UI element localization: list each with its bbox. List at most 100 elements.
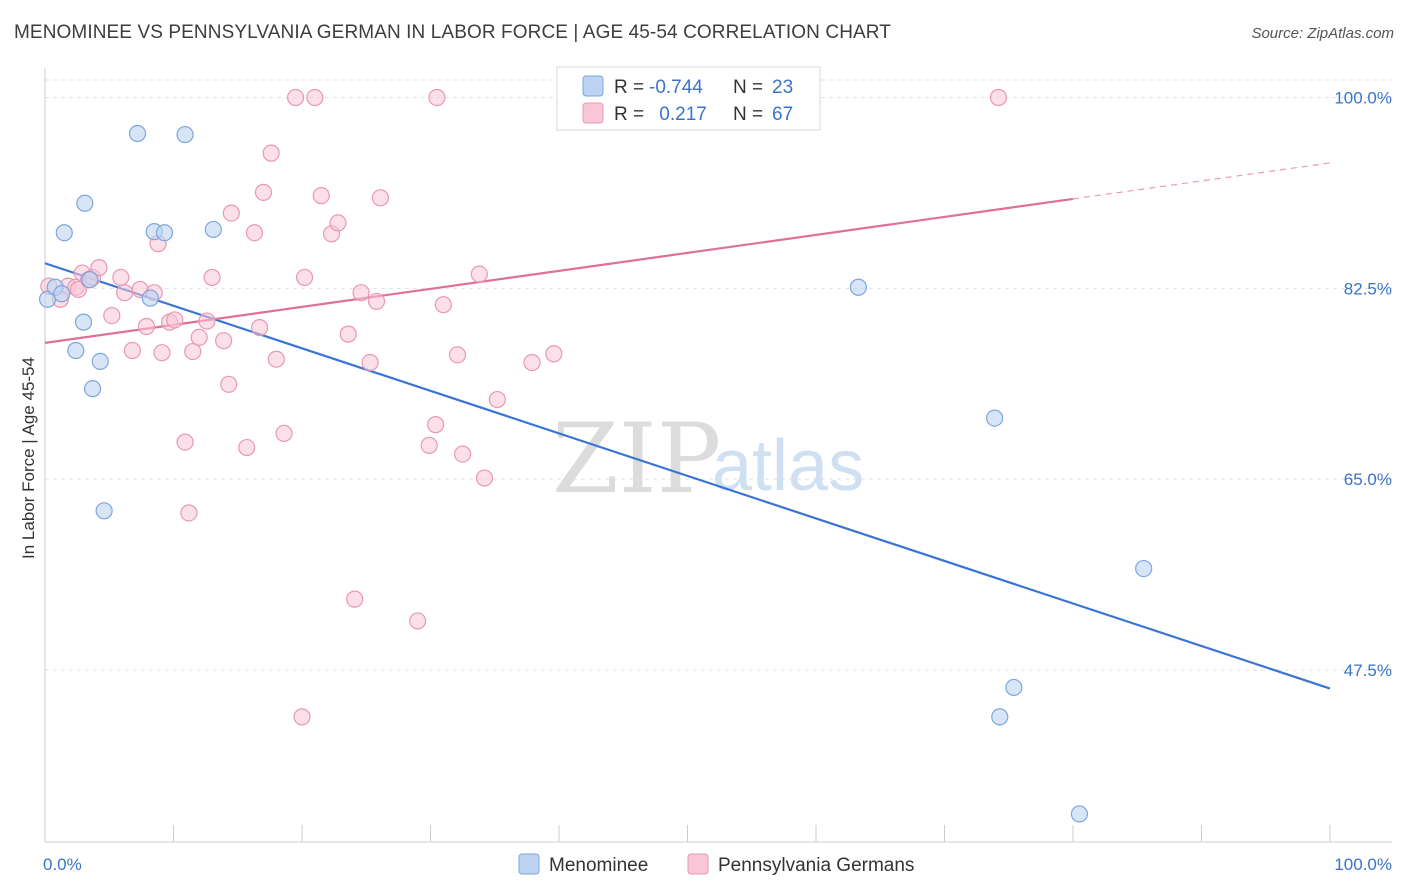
point-pennsylvania-germans-24 [198, 312, 216, 330]
point-pennsylvania-germans-49 [409, 612, 427, 630]
point-pennsylvania-germans-53 [434, 296, 452, 314]
point-pennsylvania-germans-46 [361, 353, 379, 372]
y-axis-title: In Labor Force | Age 45-54 [19, 357, 38, 559]
point-pennsylvania-germans-59 [523, 353, 541, 372]
legend-n-value-1: 23 [772, 77, 793, 98]
point-menominee-22 [1135, 559, 1153, 578]
point-pennsylvania-germans-29 [238, 438, 256, 457]
point-pennsylvania-germans-31 [250, 318, 269, 337]
legend-r-label-2: R = [614, 104, 644, 125]
y-tick-label-3: 100.0% [1334, 89, 1392, 108]
point-pennsylvania-germans-34 [267, 350, 285, 368]
legend-n-label-2: N = [733, 104, 763, 125]
legend-r-value-2: 0.217 [654, 104, 707, 125]
chart-source: Source: ZipAtlas.com [1251, 25, 1394, 42]
point-pennsylvania-germans-26 [215, 332, 233, 350]
watermark-atlas: atlas [712, 426, 864, 506]
point-pennsylvania-germans-43 [339, 325, 357, 343]
point-pennsylvania-germans-10 [112, 268, 130, 287]
point-menominee-4 [74, 313, 93, 331]
point-pennsylvania-germans-39 [306, 88, 324, 107]
point-pennsylvania-germans-33 [262, 144, 280, 162]
point-menominee-17 [849, 278, 868, 296]
point-menominee-9 [91, 352, 109, 370]
chart-title: MENOMINEE VS PENNSYLVANIA GERMAN IN LABO… [14, 22, 891, 43]
point-menominee-7 [81, 271, 99, 289]
point-pennsylvania-germans-54 [448, 346, 467, 364]
point-pennsylvania-germans-42 [329, 214, 347, 232]
point-pennsylvania-germans-50 [420, 436, 438, 454]
point-pennsylvania-germans-30 [245, 224, 264, 242]
point-menominee-2 [53, 285, 71, 303]
point-pennsylvania-germans-38 [295, 268, 314, 287]
point-pennsylvania-germans-47 [367, 292, 386, 311]
x-tick-label-1: 100.0% [1334, 855, 1392, 874]
point-pennsylvania-germans-55 [454, 445, 472, 463]
trend-line-pennsylvania-germans [44, 197, 1074, 344]
point-pennsylvania-germans-66 [989, 88, 1008, 107]
legend-r-label-1: R = [614, 77, 644, 98]
point-pennsylvania-germans-12 [123, 341, 141, 360]
watermark: ZIP atlas [552, 403, 864, 515]
point-pennsylvania-germans-57 [475, 469, 494, 487]
point-pennsylvania-germans-23 [190, 328, 208, 347]
point-pennsylvania-germans-22 [184, 342, 202, 361]
y-tick-label-2: 82.5% [1344, 279, 1392, 298]
y-tick-label-0: 47.5% [1344, 661, 1392, 680]
point-menominee-14 [155, 224, 174, 242]
bottom-legend-swatch-menominee [518, 853, 540, 875]
point-pennsylvania-germans-20 [176, 433, 194, 451]
point-menominee-12 [141, 289, 159, 307]
point-menominee-18 [986, 409, 1004, 427]
point-pennsylvania-germans-35 [275, 424, 293, 442]
y-tick-label-1: 65.0% [1344, 470, 1392, 489]
point-pennsylvania-germans-11 [116, 284, 134, 302]
point-pennsylvania-germans-8 [90, 259, 108, 277]
point-menominee-19 [991, 708, 1009, 726]
legend-box: R = -0.744 N = 23 R = 0.217 N = 67 [556, 66, 821, 131]
point-pennsylvania-germans-58 [488, 390, 506, 409]
trend-line-pennsylvania-germans-extension [1072, 162, 1331, 200]
point-pennsylvania-germans-21 [180, 504, 198, 522]
point-menominee-6 [76, 194, 94, 212]
point-pennsylvania-germans-52 [428, 88, 446, 107]
point-menominee-20 [1005, 678, 1023, 697]
axes: 47.5% 65.0% 82.5% 100.0% 0.0% 100.0% [43, 68, 1392, 874]
point-pennsylvania-germans-60 [545, 345, 563, 363]
point-pennsylvania-germans-37 [293, 708, 311, 726]
point-pennsylvania-germans-19 [166, 311, 184, 329]
point-menominee-3 [55, 224, 73, 242]
point-pennsylvania-germans-40 [312, 187, 330, 205]
point-menominee-11 [128, 124, 147, 143]
trend-line-menominee [44, 262, 1331, 690]
point-menominee-8 [83, 380, 102, 398]
point-menominee-16 [204, 220, 222, 239]
bottom-legend-label-pennsylvania-germans: Pennsylvania Germans [718, 855, 914, 876]
point-pennsylvania-germans-14 [137, 317, 156, 336]
point-pennsylvania-germans-44 [346, 590, 364, 608]
point-menominee-21 [1070, 805, 1089, 823]
legend-r-value-1: -0.744 [649, 77, 703, 98]
grid-lines [45, 79, 1392, 671]
point-menominee-10 [95, 502, 113, 520]
point-pennsylvania-germans-51 [427, 416, 445, 434]
point-pennsylvania-germans-32 [254, 183, 273, 201]
point-pennsylvania-germans-36 [286, 88, 305, 107]
point-pennsylvania-germans-25 [203, 268, 221, 287]
legend-swatch-pennsylvania-germans [582, 102, 604, 124]
point-pennsylvania-germans-56 [470, 265, 488, 283]
point-menominee-15 [176, 125, 194, 144]
point-pennsylvania-germans-48 [371, 189, 389, 207]
bottom-legend-label-menominee: Menominee [549, 855, 648, 876]
point-pennsylvania-germans-45 [352, 284, 370, 302]
point-menominee-5 [67, 341, 85, 360]
point-pennsylvania-germans-17 [153, 344, 171, 362]
point-pennsylvania-germans-9 [103, 306, 121, 325]
legend-n-label-1: N = [733, 77, 763, 98]
x-tick-label-0: 0.0% [43, 855, 82, 874]
legend-n-value-2: 67 [772, 104, 793, 125]
legend-swatch-menominee [582, 75, 604, 97]
point-pennsylvania-germans-28 [222, 204, 240, 222]
bottom-legend-swatch-pennsylvania-germans [687, 853, 709, 875]
